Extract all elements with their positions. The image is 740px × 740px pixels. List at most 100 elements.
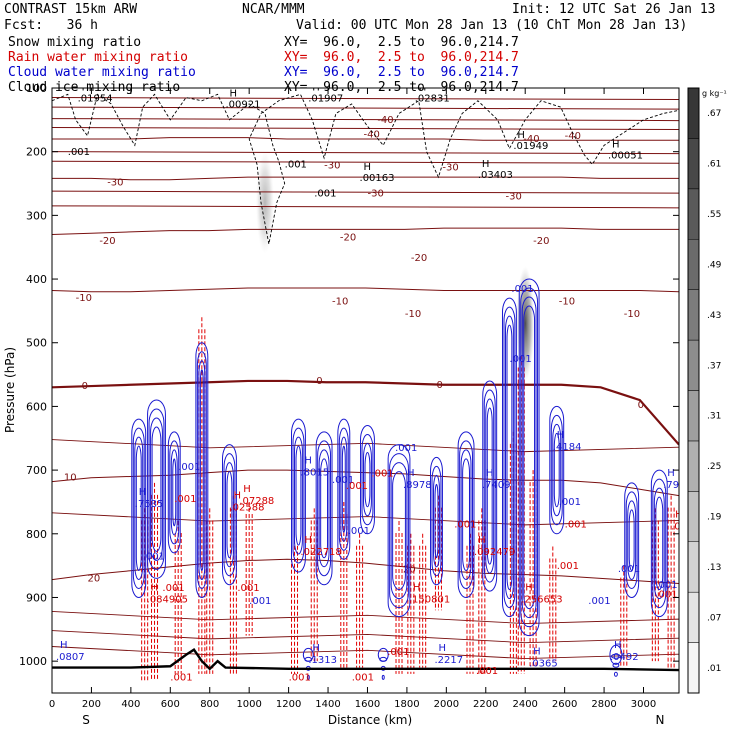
temperature-label: -30 [505,191,521,202]
rain-max-marker: H [413,583,421,594]
cloud-water-contour [552,423,562,517]
cloud-water-contour [320,458,329,559]
x-tick-label: 2200 [473,699,498,710]
colorbar-level-label: .43 [707,311,721,321]
cloud-water-contour [361,434,374,526]
temperature-label: -10 [332,296,348,307]
cloud-water-cell [315,431,333,586]
x-tick-label: 400 [121,699,140,710]
cloud-water-max-label: .0365 [529,658,558,669]
temperature-label: -20 [411,253,427,264]
y-tick-label: 1000 [19,655,47,668]
rain-max-label: .150801 [409,595,450,606]
temperature-label: -30 [324,161,340,172]
colorbar-level-label: .13 [707,563,721,573]
cloud-water-max-marker: H [667,468,675,479]
snow-max-label: .01954 [78,93,113,104]
rain-contour-label: .001 [174,494,196,505]
rain-max-label: .0172 [671,521,700,532]
cloud-water-contour [134,436,144,580]
colorbar-level-label: .37 [707,361,721,371]
cloud-water-contour [457,431,475,598]
snow-max-marker: H [482,159,490,170]
rain-contour-label: .001 [387,647,409,658]
cloud-water-max-marker: H [557,430,565,441]
snow-max-marker: H [517,130,525,141]
temperature-contour [52,287,679,293]
snow-contour-label: .001 [68,147,90,158]
snow-contour-label: .001 [314,188,336,199]
cloud-water-max-label: .1313 [308,655,337,666]
cloud-water-max-label: .796 [663,480,685,491]
cloud-water-cell [387,444,411,618]
x-tick-label: 2600 [552,699,577,710]
cloud-water-contour [226,471,233,559]
cloud-water-contour [363,443,372,517]
x-tick-label: 1000 [236,699,261,710]
cloud-water-contour [521,296,537,619]
y-tick-label: 700 [26,464,47,477]
init-time: Init: 12 UTC Sat 26 Jan 13 [512,2,716,17]
colorbar-segment [687,339,700,391]
cloud-water-contour [148,408,165,570]
y-tick-label: 200 [26,146,47,159]
x-tick-label: 1800 [394,699,419,710]
cloud-water-contour [381,674,385,680]
colorbar-segment [687,188,700,240]
cloud-water-contour [520,287,539,628]
rain-max-label: .07288 [239,496,274,507]
temperature-label: -20 [340,233,356,244]
colorbar-level-label: .19 [707,513,722,523]
cloud-water-contour [613,671,618,677]
cloud-water-contour [612,662,620,668]
rain-contour-label: .001 [454,519,476,530]
cloud-water-contour [222,444,237,586]
cloud-water-cell [457,431,475,598]
colorbar-level-label: .31 [707,412,721,422]
snow-max-label: .00051 [608,151,643,162]
temperature-label: -40 [565,131,581,142]
cloud-water-contour [523,305,536,610]
cloud-water-contour [338,427,349,551]
cloud-water-max-label: .8978 [403,480,432,491]
cloud-water-contour [459,440,473,589]
cloud-water-contour [392,471,406,591]
cloud-water-contour [549,405,565,535]
cloud-water-contour [390,462,408,600]
colorbar: .01 .07 .13 .19 .25 .31 .37 .43 .49 .55 .61 .67 [687,87,722,694]
rain-contour-label: .001 [346,481,368,492]
temperature-label: 10 [64,473,77,484]
cloud-water-cell [549,405,565,535]
rain-contour-label: .001 [237,583,259,594]
cloud-water-contour [482,380,498,592]
cloud-water-max-marker: H [139,487,147,498]
cloud-water-contour [306,674,310,680]
y-tick-label: 500 [26,337,47,350]
cloud-water-contour-label: .001 [559,497,581,508]
temperature-contour [52,106,679,110]
rain-contour-label: .001 [170,672,192,683]
cloud-water-cell [167,431,181,554]
cloud-water-max-label: .8015 [300,467,329,478]
temperature-label: 20 [403,564,416,575]
temperature-label: 0 [82,381,88,392]
cloud-water-contour [627,500,637,580]
cloud-water-contour [198,360,206,580]
snow-max-label: .01949 [513,141,548,152]
colorbar-segment [687,289,700,341]
temperature-contour [52,151,679,155]
legend-cloudwater-xy: XY= 96.0, 2.5 to 96.0,214.7 [284,65,519,80]
cloud-water-contour [167,431,181,554]
rain-max-label: .084905 [147,595,188,606]
y-tick-label: 600 [26,400,47,413]
colorbar-level-label: .07 [707,613,721,623]
cloud-water-contour [151,426,162,552]
cloud-water-contour [624,482,640,598]
rain-contour-label: .001 [557,561,579,572]
cloud-water-cell [131,418,147,598]
cloud-water-contour [340,436,348,542]
cloud-water-contour [304,656,313,662]
cloud-water-max-label: .2217 [435,655,464,666]
cloud-water-contour [550,414,563,526]
cloud-water-contour [431,465,442,577]
